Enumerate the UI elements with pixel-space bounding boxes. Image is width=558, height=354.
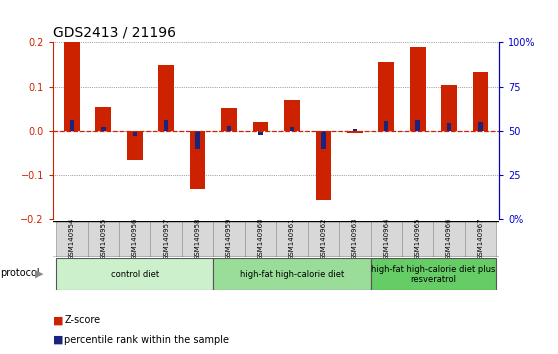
Bar xyxy=(56,258,213,290)
Text: high-fat high-calorie diet plus
resveratrol: high-fat high-calorie diet plus resverat… xyxy=(371,265,496,284)
Bar xyxy=(465,221,496,257)
Bar xyxy=(119,221,151,257)
Text: high-fat high-calorie diet: high-fat high-calorie diet xyxy=(240,270,344,279)
Bar xyxy=(447,123,451,131)
Text: Z-score: Z-score xyxy=(64,315,100,325)
Text: ■: ■ xyxy=(53,335,64,345)
Text: GSM140966: GSM140966 xyxy=(446,218,452,260)
Bar xyxy=(213,221,245,257)
Bar xyxy=(245,221,276,257)
Bar xyxy=(416,120,420,131)
Bar xyxy=(70,120,74,131)
Bar xyxy=(195,131,200,149)
Text: GSM140956: GSM140956 xyxy=(132,218,138,260)
Bar xyxy=(88,221,119,257)
Bar xyxy=(127,131,143,160)
Text: GSM140960: GSM140960 xyxy=(257,218,263,260)
Bar xyxy=(410,47,426,131)
Bar xyxy=(384,121,388,131)
Bar xyxy=(253,122,268,131)
Text: GSM140957: GSM140957 xyxy=(163,218,169,260)
Bar xyxy=(95,107,111,131)
Bar xyxy=(190,131,205,188)
Bar xyxy=(164,120,169,131)
Bar xyxy=(158,65,174,131)
Bar xyxy=(151,221,182,257)
Bar xyxy=(347,131,363,133)
Bar xyxy=(182,221,213,257)
Text: GSM140954: GSM140954 xyxy=(69,218,75,260)
Bar xyxy=(56,221,88,257)
Bar xyxy=(258,131,263,135)
Bar xyxy=(473,72,488,131)
Text: percentile rank within the sample: percentile rank within the sample xyxy=(64,335,229,345)
Bar xyxy=(321,131,325,149)
Bar xyxy=(221,108,237,131)
Bar xyxy=(353,129,357,131)
Bar xyxy=(133,131,137,136)
Bar xyxy=(339,221,371,257)
Bar xyxy=(276,221,307,257)
Bar xyxy=(307,221,339,257)
Bar xyxy=(478,122,483,131)
Text: GSM140965: GSM140965 xyxy=(415,218,421,260)
Bar xyxy=(371,221,402,257)
Text: ▶: ▶ xyxy=(35,268,43,279)
Bar xyxy=(213,258,371,290)
Text: GSM140962: GSM140962 xyxy=(320,218,326,260)
Text: GSM140967: GSM140967 xyxy=(478,218,484,260)
Bar xyxy=(64,42,80,131)
Bar xyxy=(402,221,434,257)
Text: ■: ■ xyxy=(53,315,64,325)
Text: GDS2413 / 21196: GDS2413 / 21196 xyxy=(53,25,176,40)
Text: protocol: protocol xyxy=(1,268,40,279)
Text: GSM140958: GSM140958 xyxy=(195,218,201,260)
Bar xyxy=(378,62,394,131)
Bar xyxy=(290,127,294,131)
Bar xyxy=(434,221,465,257)
Text: GSM140963: GSM140963 xyxy=(352,218,358,260)
Bar xyxy=(284,100,300,131)
Bar xyxy=(227,126,231,131)
Bar xyxy=(101,127,105,131)
Text: GSM140955: GSM140955 xyxy=(100,218,107,260)
Bar xyxy=(441,85,457,131)
Bar xyxy=(315,131,331,200)
Text: GSM140964: GSM140964 xyxy=(383,218,389,260)
Bar xyxy=(371,258,496,290)
Text: GSM140959: GSM140959 xyxy=(226,218,232,260)
Text: control diet: control diet xyxy=(110,270,159,279)
Text: GSM140961: GSM140961 xyxy=(289,218,295,260)
